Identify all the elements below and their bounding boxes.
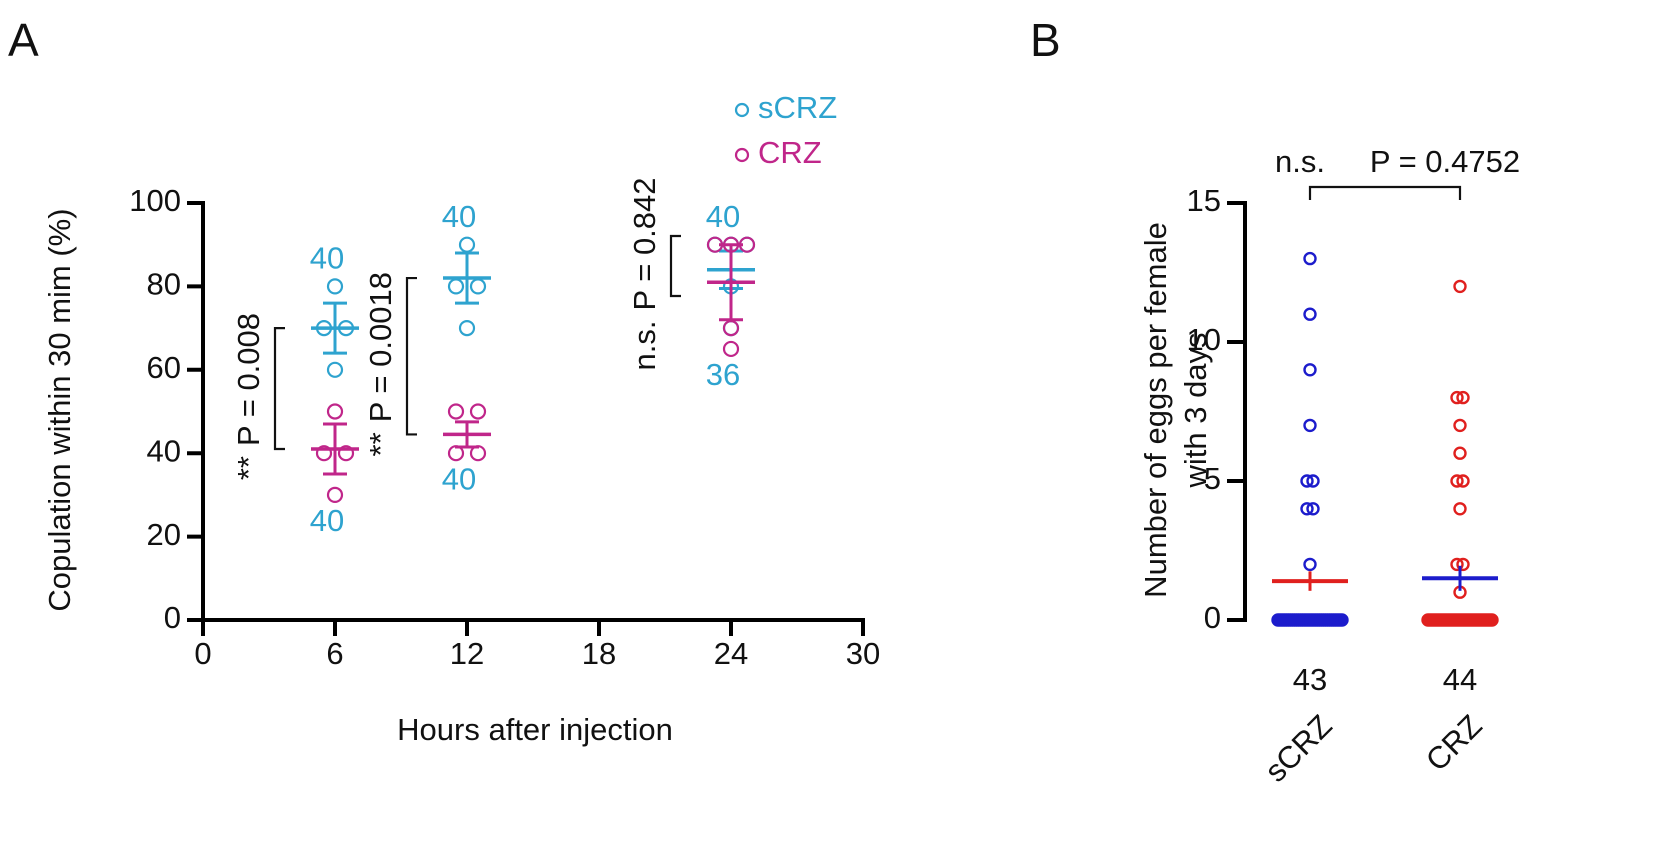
data-point xyxy=(1303,363,1317,377)
x-tick-label: 24 xyxy=(714,636,748,671)
x-tick-label: 18 xyxy=(582,636,616,671)
data-point xyxy=(1303,557,1317,572)
n-label: 40 xyxy=(310,241,344,276)
data-point xyxy=(1456,557,1470,572)
data-point xyxy=(447,278,465,295)
y-tick-label: 100 xyxy=(129,183,181,218)
significance-bracket xyxy=(273,327,285,451)
data-point xyxy=(1300,474,1314,488)
data-point xyxy=(1303,418,1317,433)
y-tick-label: 5 xyxy=(1204,461,1221,496)
data-point xyxy=(1450,557,1464,572)
significance-annotation: ** P = 0.008 xyxy=(231,313,266,480)
n-label: 43 xyxy=(1293,662,1327,697)
x-tick-label: 12 xyxy=(450,636,484,671)
y-tick-label: 10 xyxy=(1187,322,1221,357)
data-point xyxy=(1453,418,1467,433)
y-tick-label: 15 xyxy=(1187,183,1221,218)
data-point xyxy=(326,278,344,295)
data-point xyxy=(1453,446,1467,460)
x-tick-label: 0 xyxy=(194,636,211,671)
x-tick-label: 30 xyxy=(846,636,880,671)
n-label: 40 xyxy=(706,199,740,234)
x-axis-title: Hours after injection xyxy=(397,712,673,747)
significance-bracket xyxy=(405,276,417,436)
y-tick-label: 60 xyxy=(147,350,181,385)
error-bar xyxy=(323,301,347,355)
error-bar xyxy=(719,243,743,322)
y-tick-label: 80 xyxy=(147,267,181,302)
data-point xyxy=(447,403,465,420)
n-label: 36 xyxy=(706,357,740,392)
data-point xyxy=(315,445,333,462)
x-tick-label: CRZ xyxy=(1419,708,1489,778)
x-tick-label: sCRZ xyxy=(1258,708,1339,789)
n-label: 40 xyxy=(310,503,344,538)
data-point xyxy=(722,320,740,337)
error-bar xyxy=(323,422,347,476)
y-axis-title: Number of eggs per female xyxy=(1138,222,1173,598)
data-point xyxy=(1456,474,1470,488)
data-point xyxy=(469,278,487,295)
y-axis-title: Copulation within 30 mim (%) xyxy=(42,208,77,611)
n-label: 44 xyxy=(1443,662,1477,697)
p-value: P = 0.0018 xyxy=(363,272,398,422)
y-tick-label: 0 xyxy=(164,600,181,635)
significance-bracket xyxy=(1308,185,1462,200)
significance-mark: n.s. xyxy=(1275,144,1325,179)
legend-label: sCRZ xyxy=(758,90,837,125)
significance-mark: ** xyxy=(231,456,266,480)
error-bar xyxy=(455,420,479,449)
data-point xyxy=(1335,613,1349,627)
panel-label: A xyxy=(8,14,39,66)
p-value: P = 0.842 xyxy=(627,177,662,310)
data-point xyxy=(337,445,355,462)
error-bar xyxy=(455,251,479,305)
legend-marker xyxy=(734,102,750,118)
data-point xyxy=(1300,502,1314,516)
n-label: 40 xyxy=(442,199,476,234)
data-point xyxy=(1485,613,1499,627)
data-point xyxy=(458,320,476,337)
data-point xyxy=(1456,390,1470,405)
y-tick-label: 20 xyxy=(147,517,181,552)
significance-annotation: ** P = 0.0018 xyxy=(363,272,398,456)
legend-marker xyxy=(734,147,750,163)
legend-label: CRZ xyxy=(758,135,822,170)
significance-mark: n.s. xyxy=(627,321,662,371)
data-point xyxy=(1303,251,1317,266)
y-tick-label: 0 xyxy=(1204,600,1221,635)
data-point xyxy=(1450,474,1464,488)
data-point xyxy=(1453,279,1467,294)
data-point xyxy=(469,403,487,420)
data-point xyxy=(1303,307,1317,321)
data-point xyxy=(326,486,344,503)
data-point xyxy=(1450,390,1464,405)
significance-bracket xyxy=(669,234,681,298)
panel-label: B xyxy=(1030,14,1061,66)
n-label: 40 xyxy=(442,461,476,496)
significance-annotation: n.s. P = 0.842 xyxy=(627,177,662,370)
data-point xyxy=(1306,474,1320,488)
x-tick-label: 6 xyxy=(326,636,343,671)
data-point xyxy=(722,340,740,358)
p-value: P = 0.008 xyxy=(231,313,266,446)
significance-mark: ** xyxy=(363,432,398,456)
data-point xyxy=(326,403,344,420)
y-axis-title: with 3 days xyxy=(1178,332,1213,488)
data-point xyxy=(1306,502,1320,516)
data-point xyxy=(326,361,344,378)
data-point xyxy=(458,236,476,253)
data-point xyxy=(1453,502,1467,516)
y-tick-label: 40 xyxy=(147,433,181,468)
p-value: P = 0.4752 xyxy=(1370,144,1520,179)
